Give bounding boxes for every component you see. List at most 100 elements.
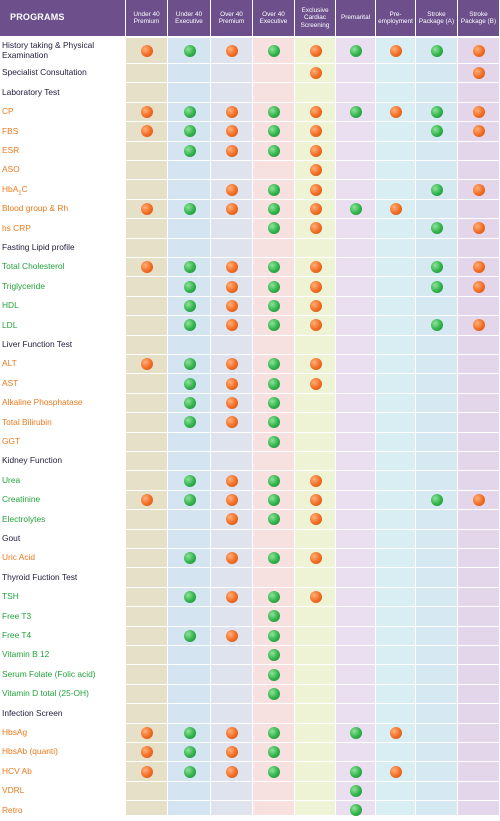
orange-dot-icon <box>226 377 238 390</box>
row-divider <box>0 451 500 452</box>
row-label-text: Uric Acid <box>2 552 36 563</box>
green-dot-icon <box>183 125 196 138</box>
column-header-5: Exclusive Cardiac Screening <box>295 0 336 36</box>
column-header-label: Under 40 Premium <box>133 10 160 25</box>
column-header-8: Stroke Package (A) <box>416 0 458 36</box>
row-label: GGT <box>2 432 126 451</box>
row-divider <box>0 392 500 394</box>
programs-header: PROGRAMS <box>0 0 126 36</box>
orange-dot-icon <box>141 358 153 371</box>
orange-dot-icon <box>473 44 485 57</box>
orange-dot-icon <box>309 377 322 390</box>
row-divider <box>0 703 500 705</box>
green-dot-icon <box>268 44 280 57</box>
orange-dot-icon <box>309 591 322 603</box>
orange-dot-icon <box>309 144 322 157</box>
column-header-9: Stroke Package (B) <box>458 0 500 36</box>
orange-dot-icon <box>141 106 153 118</box>
orange-dot-icon <box>309 106 322 118</box>
orange-dot-icon <box>473 222 485 235</box>
row-label-text: Electrolytes <box>2 513 46 524</box>
orange-dot-icon <box>309 319 322 332</box>
row-divider <box>0 276 500 278</box>
row-label-text: Total Cholesterol <box>2 261 65 272</box>
row-label: Free T4 <box>2 626 126 645</box>
row-label: History taking & Physical Examination <box>2 38 126 63</box>
green-dot-icon <box>183 377 196 390</box>
row-divider <box>0 567 500 569</box>
row-label-text: HbsAg <box>2 727 28 738</box>
row-label: ALT <box>2 355 126 374</box>
green-dot-icon <box>350 106 362 118</box>
green-dot-icon <box>268 746 280 759</box>
orange-dot-icon <box>473 67 485 80</box>
column-header-label: Stroke Package (A) <box>418 10 455 25</box>
row-label-text: Free T4 <box>2 630 32 641</box>
orange-dot-icon <box>226 280 238 293</box>
orange-dot-icon <box>309 300 322 312</box>
row-label: LDL <box>2 316 126 335</box>
row-label: HbsAb (quanti) <box>2 743 126 762</box>
green-dot-icon <box>268 610 280 623</box>
row-divider <box>0 742 500 743</box>
row-label: Laboratory Test <box>2 83 126 102</box>
column-header-label: Exclusive Cardiac Screening <box>300 6 330 29</box>
row-divider <box>0 509 500 511</box>
green-dot-icon <box>268 319 280 332</box>
row-divider <box>0 780 500 782</box>
green-dot-icon <box>183 203 196 215</box>
row-label-text: VDRL <box>2 785 25 796</box>
row-label-text: ASO <box>2 164 20 175</box>
row-divider <box>0 257 500 258</box>
green-dot-icon <box>183 494 196 506</box>
row-label-text: Urea <box>2 474 21 485</box>
row-label-text: Thyroid Fuction Test <box>2 571 78 582</box>
green-dot-icon <box>268 261 280 274</box>
row-divider <box>0 160 500 161</box>
row-label: Kidney Function <box>2 452 126 471</box>
row-label: Free T3 <box>2 607 126 626</box>
row-divider <box>0 412 500 414</box>
green-dot-icon <box>268 144 280 157</box>
orange-dot-icon <box>226 765 238 778</box>
orange-dot-icon <box>226 416 238 429</box>
row-label: Vitamin D total (25-OH) <box>2 684 126 704</box>
row-label-text: ALT <box>2 358 17 369</box>
green-dot-icon <box>268 494 280 506</box>
row-divider <box>0 548 500 549</box>
green-dot-icon <box>350 203 362 215</box>
row-label: HbsAg <box>2 723 126 742</box>
column-header-label: Over 40 Premium <box>218 10 245 25</box>
row-label: HDL <box>2 296 126 316</box>
orange-dot-icon <box>309 513 322 526</box>
row-divider <box>0 625 500 627</box>
row-label: Triglyceride <box>2 277 126 296</box>
row-label: Blood group & Rh <box>2 199 126 219</box>
orange-dot-icon <box>309 358 322 371</box>
row-label: Electrolytes <box>2 510 126 529</box>
green-dot-icon <box>350 785 362 797</box>
orange-dot-icon <box>226 726 238 739</box>
row-label: TSH <box>2 587 126 607</box>
column-header-label: Stroke Package (B) <box>460 10 497 25</box>
orange-dot-icon <box>390 726 402 739</box>
row-label: Vitamin B 12 <box>2 646 126 665</box>
row-label-text: CP <box>2 106 14 117</box>
row-divider <box>0 82 500 84</box>
orange-dot-icon <box>226 319 238 332</box>
column-header-2: Under 40 Executive <box>168 0 211 36</box>
orange-dot-icon <box>226 203 238 215</box>
row-divider <box>0 664 500 666</box>
orange-dot-icon <box>309 222 322 235</box>
orange-dot-icon <box>473 125 485 138</box>
row-label: HbA1C <box>2 180 126 199</box>
green-dot-icon <box>183 474 196 487</box>
row-divider <box>0 63 500 64</box>
orange-dot-icon <box>226 494 238 506</box>
row-divider <box>0 470 500 472</box>
row-label-text: Alkaline Phosphatase <box>2 397 83 408</box>
programs-title: PROGRAMS <box>10 12 65 23</box>
green-dot-icon <box>268 358 280 371</box>
orange-dot-icon <box>473 280 485 293</box>
